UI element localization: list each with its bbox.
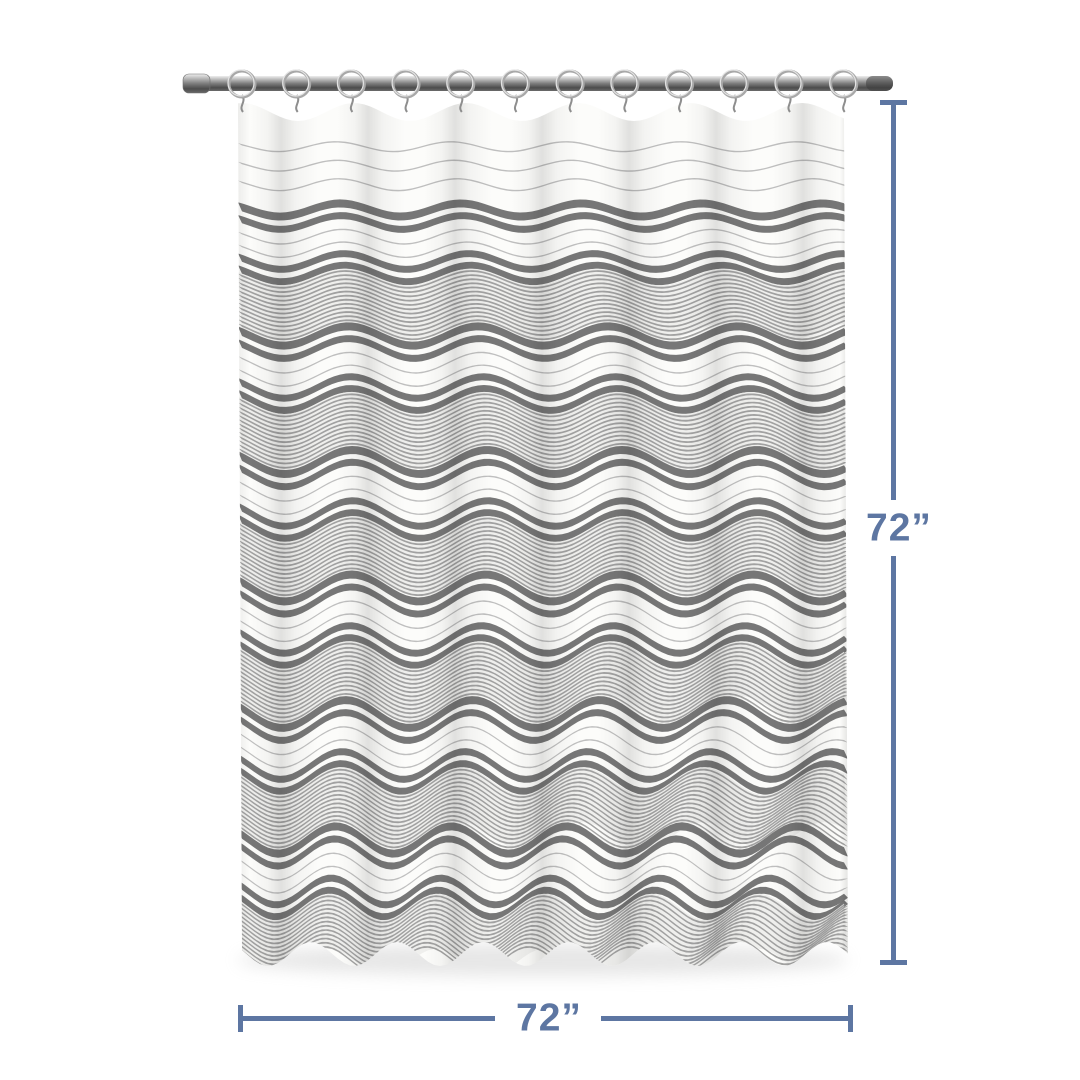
width-dimension-right-cap [848, 1005, 853, 1032]
curtain-fabric [238, 103, 848, 966]
height-dimension-label: 72” [866, 506, 932, 550]
height-dimension-bottom-cap [880, 960, 907, 965]
height-dimension-line-upper [891, 102, 896, 500]
shower-rod [182, 73, 893, 94]
width-dimension-label: 72” [516, 996, 582, 1040]
height-dimension-line-lower [891, 556, 896, 962]
width-dimension-line-right [601, 1016, 850, 1021]
width-dimension-line-left [240, 1016, 495, 1021]
curtain-rings [227, 69, 859, 113]
